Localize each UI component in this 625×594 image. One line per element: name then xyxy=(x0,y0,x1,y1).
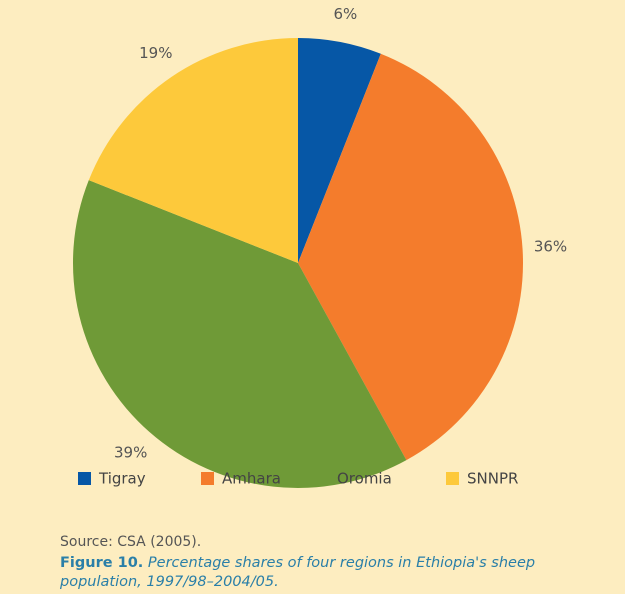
legend-swatch xyxy=(446,472,459,485)
pie-slice xyxy=(88,38,298,263)
legend-swatch xyxy=(316,472,329,485)
pie-slice xyxy=(298,38,381,263)
legend-label: Amhara xyxy=(222,470,281,488)
pie-slice xyxy=(298,53,524,461)
pie-slice xyxy=(73,180,407,489)
legend-label: SNNPR xyxy=(467,470,518,488)
legend-swatch xyxy=(78,472,91,485)
data-label: 6% xyxy=(334,5,358,23)
caption-label: Figure 10. xyxy=(60,555,144,571)
data-label: 36% xyxy=(534,238,567,256)
source: Source: CSA (2005). xyxy=(60,534,202,550)
chart: 6% 36% 39% 19% Tigray Amhara Oromia SNNPR xyxy=(73,5,567,489)
legend-swatch xyxy=(201,472,214,485)
caption-text: Percentage shares of four regions in Eth… xyxy=(60,555,536,590)
legend-label: Oromia xyxy=(337,470,392,488)
data-label: 19% xyxy=(139,44,172,62)
data-label: 39% xyxy=(114,443,147,461)
legend-label: Tigray xyxy=(98,470,146,488)
caption: Figure 10. Percentage shares of four reg… xyxy=(60,554,600,592)
